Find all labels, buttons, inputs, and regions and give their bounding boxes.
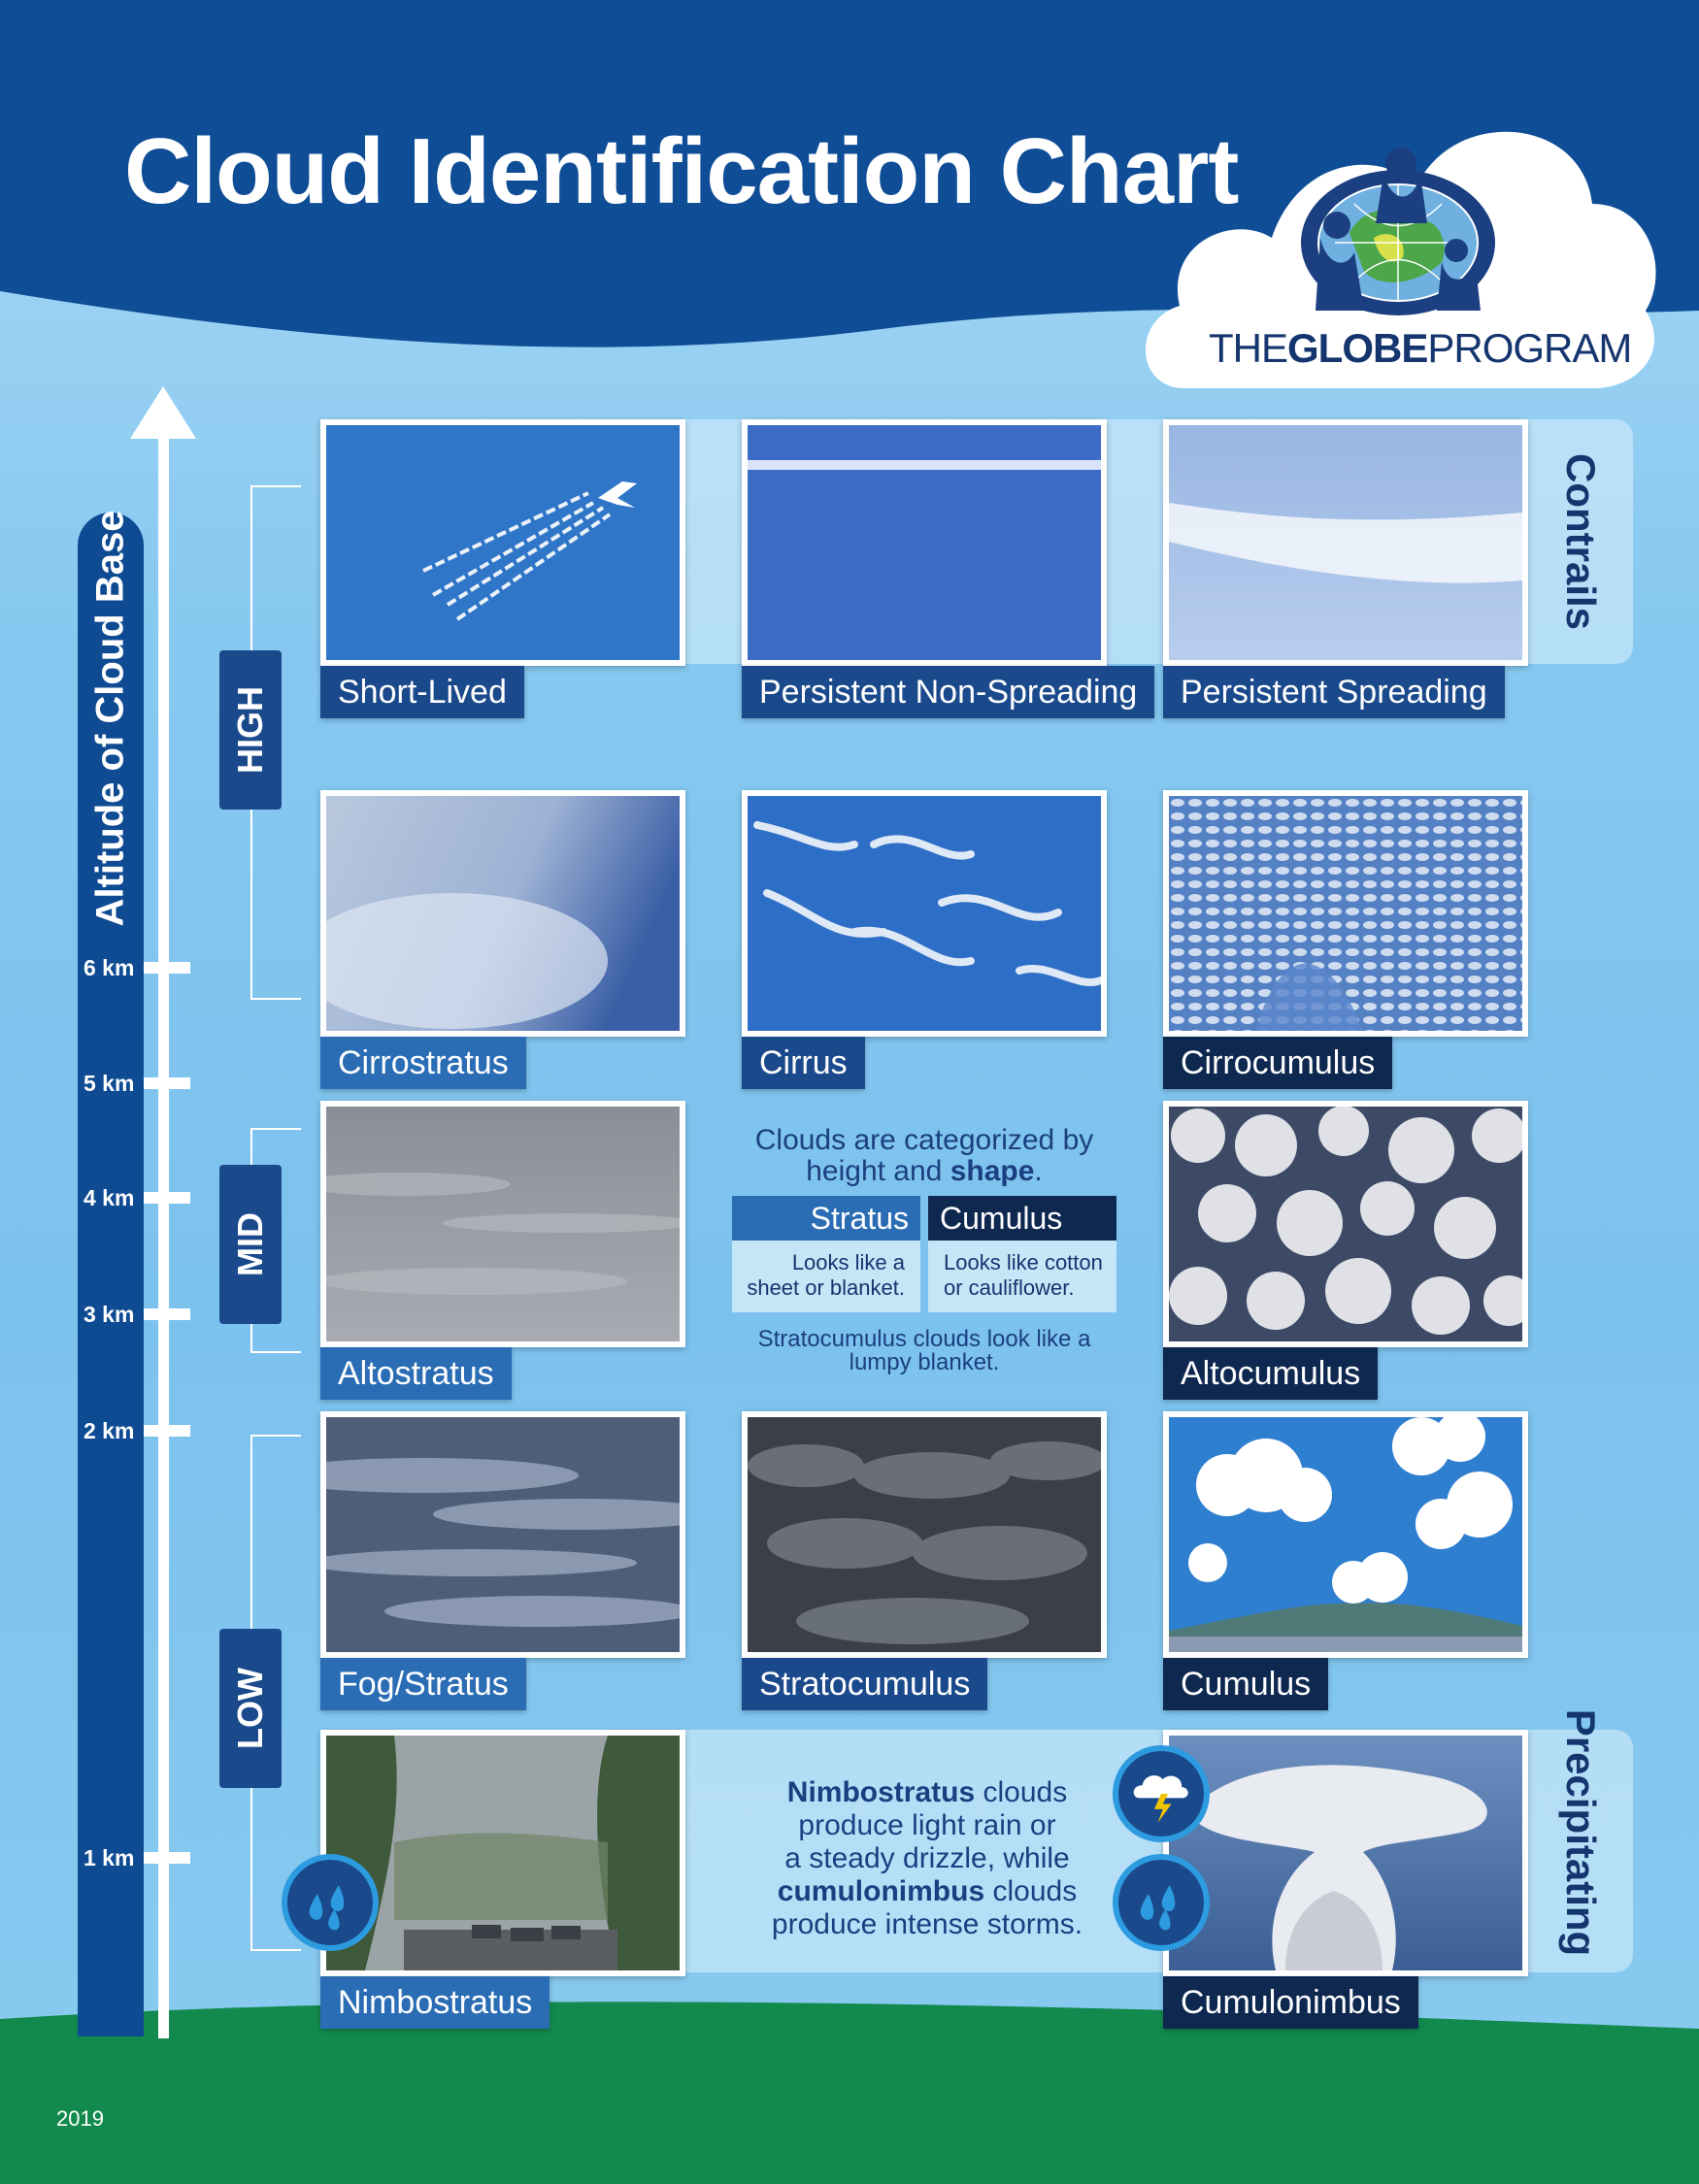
altitude-arrow-head	[130, 386, 196, 439]
photo-nimbostratus	[320, 1730, 685, 1976]
altitude-arrow-shaft	[158, 437, 169, 2038]
label-persistent-spreading: Persistent Spreading	[1163, 666, 1505, 718]
axis-title: Altitude of Cloud Base	[88, 510, 132, 927]
level-mid: MID	[219, 1165, 282, 1324]
label-stratocumulus: Stratocumulus	[742, 1658, 988, 1710]
tick-label-4km: 4 km	[83, 1185, 135, 1210]
cumulus-description: Looks like cotton or cauliflower.	[928, 1241, 1116, 1312]
lightning-icon	[1113, 1745, 1210, 1842]
label-altocumulus: Altocumulus	[1163, 1347, 1379, 1400]
tick-label-6km: 6 km	[83, 955, 135, 980]
label-nimbostratus: Nimbostratus	[320, 1976, 550, 2029]
year-label: 2019	[56, 2106, 104, 2131]
tick-label-1km: 1 km	[83, 1845, 135, 1870]
stratus-description: Looks like a sheet or blanket.	[732, 1241, 920, 1312]
level-high: HIGH	[219, 650, 282, 810]
tick-3km	[144, 1308, 190, 1320]
tick-label-2km: 2 km	[83, 1418, 135, 1443]
tick-5km	[144, 1077, 190, 1089]
altitude-axis-bar	[78, 513, 144, 2036]
label-cumulonimbus: Cumulonimbus	[1163, 1976, 1418, 2029]
photo-persistent-non-spreading	[742, 419, 1107, 666]
photo-cumulonimbus	[1163, 1730, 1528, 1976]
photo-stratocumulus	[742, 1411, 1107, 1658]
globe-program-icon	[1301, 148, 1495, 315]
label-short-lived: Short-Lived	[320, 666, 524, 718]
contrails-label: Contrails	[1558, 452, 1604, 631]
label-fog-stratus: Fog/Stratus	[320, 1658, 526, 1710]
label-cirrus: Cirrus	[742, 1037, 865, 1089]
label-persistent-non-spreading: Persistent Non-Spreading	[742, 666, 1155, 718]
tick-2km	[144, 1425, 190, 1437]
tick-1km	[144, 1852, 190, 1864]
tick-6km	[144, 962, 190, 974]
rain-icon	[282, 1854, 379, 1951]
cumulus-header: Cumulus	[928, 1196, 1116, 1241]
photo-cumulus	[1163, 1411, 1528, 1658]
info-line-2: height and shape.	[806, 1155, 1043, 1187]
stratus-header: Stratus	[732, 1196, 920, 1241]
globe-program-wordmark: THEGLOBEPROGRAM	[1209, 325, 1632, 371]
photo-short-lived	[320, 419, 685, 666]
rain-icon	[1113, 1854, 1210, 1951]
photo-persistent-spreading	[1163, 419, 1528, 666]
stratocumulus-note-1: Stratocumulus clouds look like a	[757, 1326, 1091, 1352]
label-cirrocumulus: Cirrocumulus	[1163, 1037, 1393, 1089]
photo-fog-stratus	[320, 1411, 685, 1658]
photo-altostratus	[320, 1101, 685, 1347]
label-altostratus: Altostratus	[320, 1347, 512, 1400]
info-line-1: Clouds are categorized by	[754, 1124, 1094, 1156]
label-cumulus: Cumulus	[1163, 1658, 1329, 1710]
label-cirrostratus: Cirrostratus	[320, 1037, 526, 1089]
photo-cirrostratus	[320, 790, 685, 1037]
precipitation-note: Nimbostratus clouds produce light rain o…	[771, 1776, 1083, 1940]
photo-cirrocumulus	[1163, 790, 1528, 1037]
photo-altocumulus	[1163, 1101, 1528, 1347]
tick-label-5km: 5 km	[83, 1071, 135, 1096]
page-title: Cloud Identification Chart	[124, 119, 1239, 223]
precipitating-label: Precipitating	[1558, 1708, 1604, 1957]
tick-4km	[144, 1192, 190, 1204]
level-low: LOW	[219, 1629, 282, 1788]
stratocumulus-note-2: lumpy blanket.	[849, 1349, 1000, 1375]
tick-label-3km: 3 km	[83, 1302, 135, 1327]
photo-cirrus	[742, 790, 1107, 1037]
ground	[0, 2002, 1699, 2184]
